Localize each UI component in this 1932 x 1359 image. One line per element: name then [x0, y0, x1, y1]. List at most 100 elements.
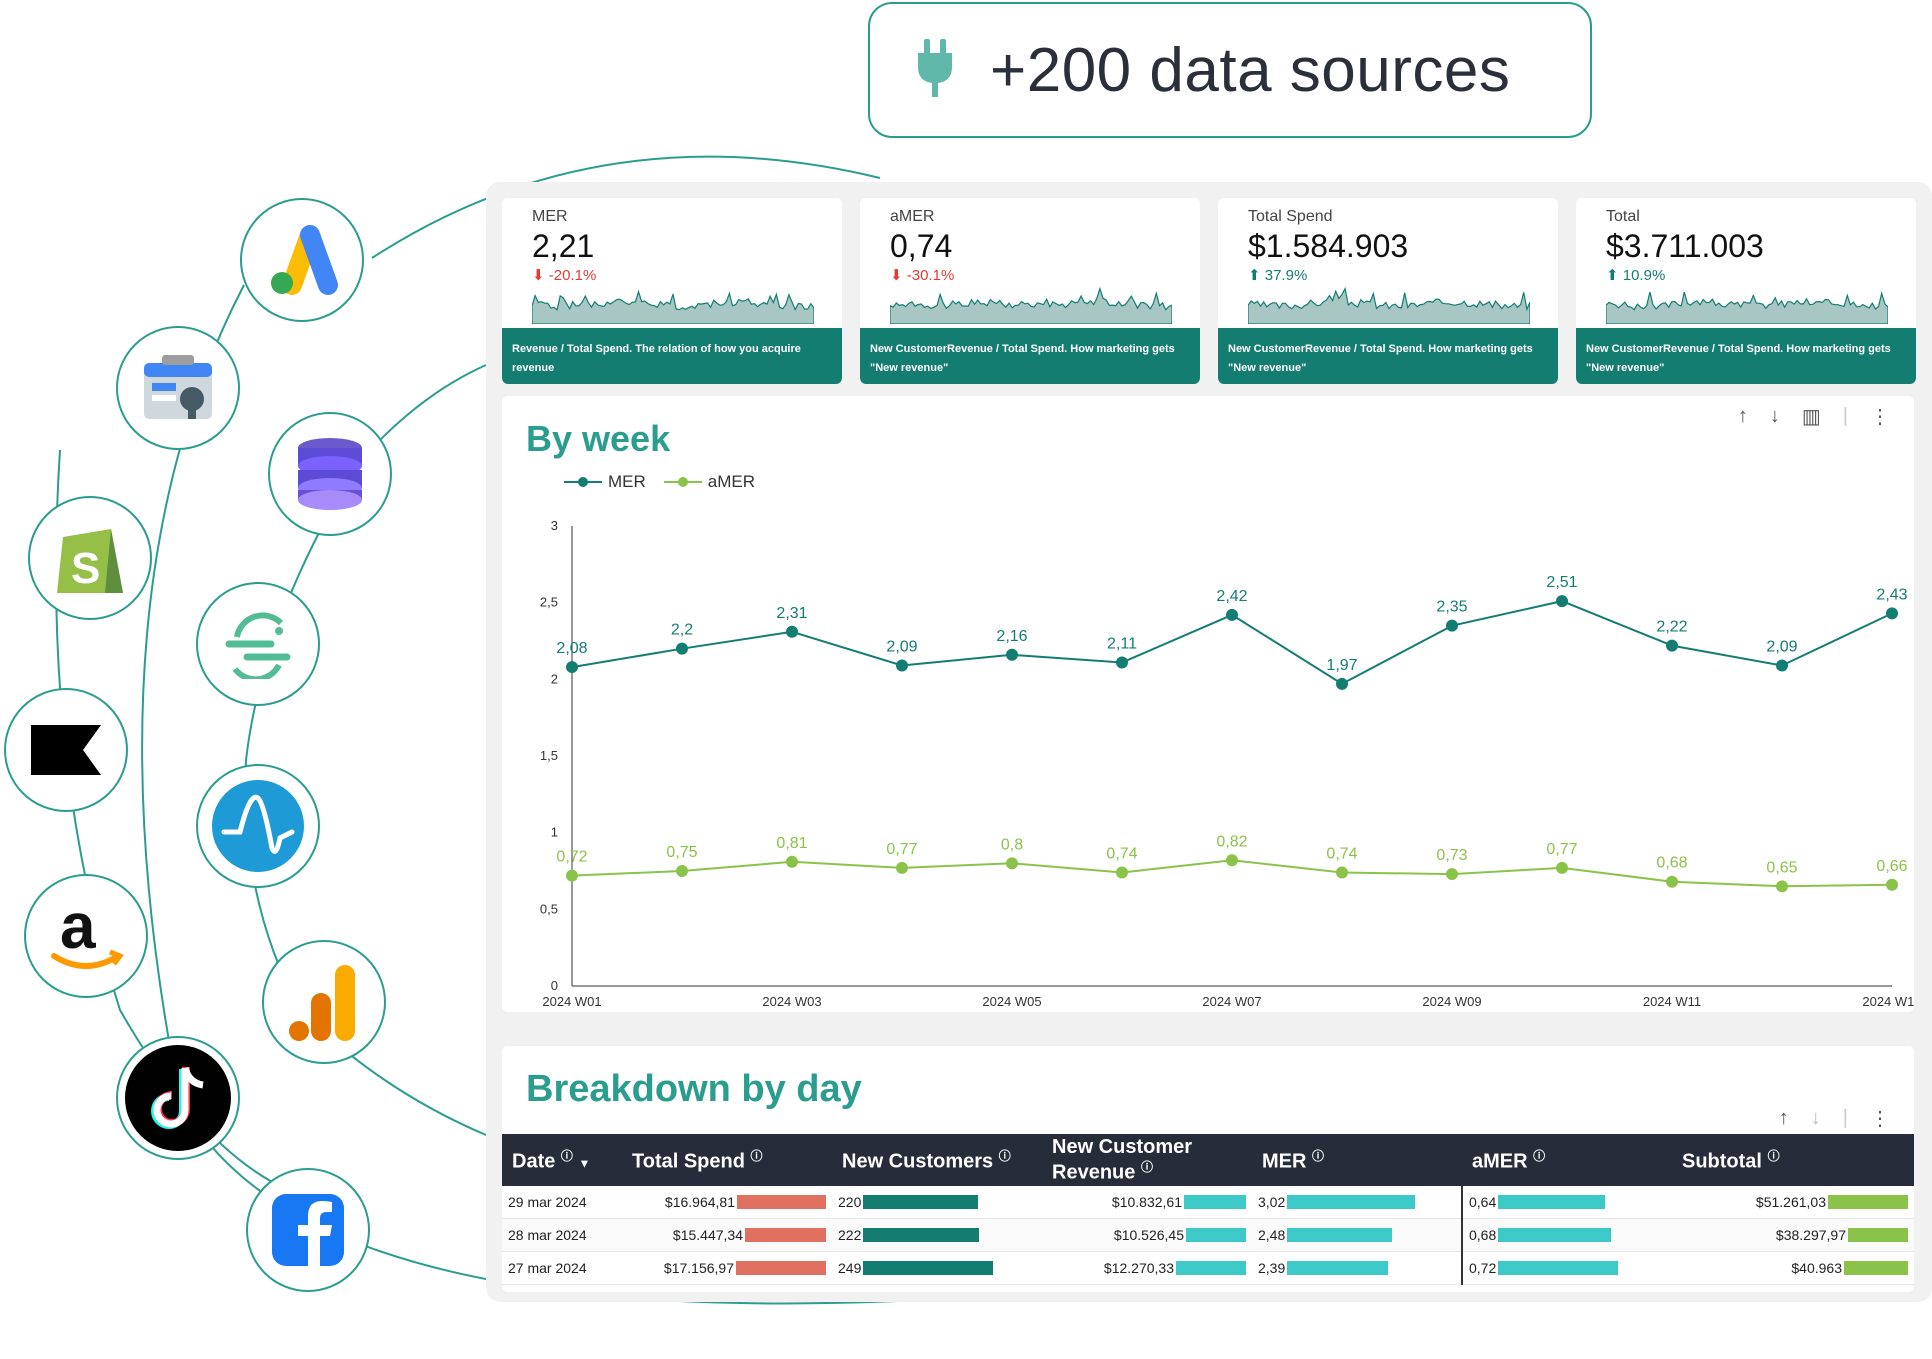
cell-value: $51.261,03	[1755, 1194, 1826, 1210]
bar-cell: 3,02	[1258, 1194, 1455, 1210]
bar-cell: $17.156,97	[628, 1260, 826, 1276]
kpi-label: MER	[532, 208, 568, 225]
amplitude-icon	[196, 764, 320, 888]
data-point-mer	[1006, 648, 1018, 661]
cell-value: 220	[838, 1194, 862, 1210]
data-label-mer: 2,11	[1107, 635, 1137, 652]
cell-value: 3,02	[1258, 1194, 1286, 1210]
data-point-mer	[1116, 656, 1128, 669]
cell-bar	[1184, 1195, 1246, 1209]
breakdown-table: Date ⓘ ▼ Total Spend ⓘ New Customers ⓘ N…	[502, 1134, 1914, 1285]
plug-icon	[916, 37, 954, 104]
data-label-amer: 0,77	[886, 841, 917, 858]
arrow-down-icon: ⬇	[890, 267, 903, 284]
table-row[interactable]: 28 mar 2024 $15.447,34 222 $10.526,45 2,48 0,…	[502, 1218, 1914, 1252]
cell-value: $16.964,81	[664, 1194, 735, 1210]
sort-down-icon[interactable]: ↓	[1810, 1107, 1821, 1129]
more-options-icon[interactable]: ⋮	[1870, 1108, 1890, 1130]
y-tick-label: 3	[551, 518, 558, 533]
shopify-icon: S	[28, 496, 152, 620]
cell-bar	[1848, 1228, 1908, 1242]
data-point-amer	[1116, 866, 1128, 879]
kpi-change: ⬆ 37.9%	[1248, 267, 1308, 284]
data-label-mer: 2,31	[776, 605, 807, 622]
svg-text:a: a	[60, 894, 96, 962]
bar-cell: 2,39	[1258, 1260, 1455, 1276]
info-icon: ⓘ	[1767, 1148, 1780, 1163]
cell-value: $40.963	[1791, 1260, 1842, 1276]
more-options-icon[interactable]: ⋮	[1870, 406, 1890, 428]
bar-cell: $12.270,33	[1048, 1260, 1246, 1276]
bar-cell: $51.261,03	[1678, 1194, 1908, 1210]
col-subtotal[interactable]: Subtotal ⓘ	[1672, 1134, 1914, 1186]
sort-up-icon[interactable]: ↑	[1778, 1107, 1789, 1129]
google-analytics-icon	[262, 940, 386, 1064]
data-label-amer: 0,74	[1326, 846, 1357, 863]
data-point-amer	[1226, 854, 1238, 867]
sparkline	[1248, 286, 1530, 324]
breakdown-panel: Breakdown by day ↑ ↓ | ⋮ Date ⓘ ▼ Total …	[502, 1046, 1914, 1292]
cell-bar	[1498, 1261, 1619, 1275]
data-label-mer: 2,2	[671, 622, 693, 639]
bar-cell: $10.832,61	[1048, 1194, 1246, 1210]
data-label-mer: 1,97	[1326, 657, 1357, 674]
kpi-description: Revenue / Total Spend. The relation of h…	[502, 328, 842, 384]
info-icon: ⓘ	[560, 1148, 573, 1163]
kpi-change: ⬇ -30.1%	[890, 267, 955, 284]
bar-cell: 0,64	[1469, 1194, 1666, 1210]
cell-value: 222	[838, 1227, 862, 1243]
data-point-amer	[1006, 857, 1018, 870]
cell-bar	[1176, 1261, 1246, 1275]
kpi-label: Total Spend	[1248, 208, 1333, 225]
cell-bar	[1498, 1195, 1606, 1209]
info-icon: ⓘ	[1533, 1148, 1546, 1163]
data-point-amer	[1886, 878, 1898, 891]
data-point-mer	[1226, 608, 1238, 621]
bar-cell: 220	[838, 1194, 1036, 1210]
col-mer[interactable]: MER ⓘ	[1252, 1134, 1462, 1186]
sort-up-icon[interactable]: ↑	[1737, 405, 1748, 427]
amazon-icon: a	[24, 874, 148, 998]
data-point-mer	[896, 659, 908, 672]
bar-cell: $10.526,45	[1048, 1227, 1246, 1243]
col-date[interactable]: Date ⓘ ▼	[502, 1134, 622, 1186]
cell-bar	[737, 1195, 826, 1209]
data-label-amer: 0,65	[1766, 859, 1797, 876]
sort-down-icon[interactable]: ↓	[1769, 405, 1780, 427]
data-label-mer: 2,51	[1546, 574, 1577, 591]
chart-settings-icon[interactable]: ▥	[1801, 406, 1821, 428]
x-tick-label: 2024 W07	[1202, 994, 1261, 1006]
cell-value: $17.156,97	[663, 1260, 734, 1276]
data-label-amer: 0,74	[1106, 846, 1137, 863]
kpi-card-total-spend: Total Spend $1.584.903 ⬆ 37.9% New Custo…	[1218, 198, 1558, 384]
data-point-mer	[676, 642, 688, 655]
cell-date: 29 mar 2024	[502, 1186, 622, 1219]
col-new-customers[interactable]: New Customers ⓘ	[832, 1134, 1042, 1186]
data-point-mer	[1446, 619, 1458, 632]
facebook-icon	[246, 1168, 370, 1292]
col-amer[interactable]: aMER ⓘ	[1462, 1134, 1672, 1186]
legend-item-mer[interactable]: MER	[564, 472, 646, 492]
legend-item-amer[interactable]: aMER	[663, 472, 755, 492]
col-total-spend[interactable]: Total Spend ⓘ	[622, 1134, 832, 1186]
cell-value: $10.832,61	[1111, 1194, 1182, 1210]
segment-icon	[196, 582, 320, 706]
x-tick-label: 2024 W01	[542, 994, 601, 1006]
data-label-amer: 0,75	[666, 844, 697, 861]
x-tick-label: 2024 W03	[762, 994, 821, 1006]
tiktok-icon	[116, 1036, 240, 1160]
by-week-line-chart: 0 0,5 1 1,5 2 2,5 3 2024 W01 2024 W03 2024 W05 202…	[540, 518, 1914, 1006]
col-new-customer-revenue[interactable]: New Customer Revenue ⓘ	[1042, 1134, 1252, 1186]
info-icon: ⓘ	[1140, 1160, 1153, 1175]
table-row[interactable]: 29 mar 2024 $16.964,81 220 $10.832,61 3,02 0,…	[502, 1186, 1914, 1219]
table-row[interactable]: 27 mar 2024 $17.156,97 249 $12.270,33 2,39 0,…	[502, 1251, 1914, 1285]
arrow-up-icon: ⬆	[1606, 267, 1619, 284]
bar-cell: 0,68	[1469, 1227, 1666, 1243]
data-point-amer	[1446, 868, 1458, 881]
data-point-amer	[1776, 880, 1788, 893]
cell-date: 27 mar 2024	[502, 1251, 622, 1285]
y-tick-label: 2,5	[540, 595, 558, 610]
cell-bar	[1844, 1261, 1908, 1275]
panel-title: By week	[526, 418, 671, 459]
cell-bar	[863, 1261, 994, 1275]
